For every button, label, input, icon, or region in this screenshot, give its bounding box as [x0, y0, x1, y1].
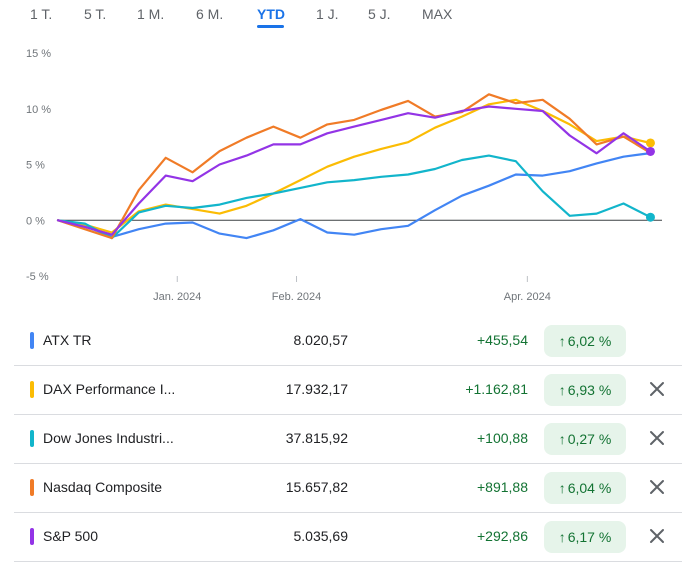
series-line: [56, 105, 652, 236]
table-row-dow-jones[interactable]: Dow Jones Industri... 37.815,92 +100,88 …: [14, 414, 682, 464]
instrument-change: +100,88: [477, 430, 528, 446]
percent-change-badge: ↑ 6,17 %: [544, 521, 626, 553]
x-tick-label: Apr. 2024: [504, 291, 551, 303]
x-tick-label: Feb. 2024: [272, 291, 322, 303]
y-tick-label: -5 %: [26, 271, 49, 283]
percent-change-value: 6,17 %: [567, 529, 612, 545]
close-icon[interactable]: [648, 527, 666, 545]
instrument-change: +891,88: [477, 479, 528, 495]
percent-change-badge: ↑ 6,04 %: [544, 472, 626, 504]
tab-1-year[interactable]: 1 J.: [316, 6, 339, 22]
series-end-marker: [645, 212, 655, 222]
y-tick-label: 5 %: [26, 160, 45, 172]
table-row-dax[interactable]: DAX Performance I... 17.932,17 +1.162,81…: [14, 365, 682, 415]
arrow-up-icon: ↑: [558, 480, 566, 496]
arrow-up-icon: ↑: [558, 382, 566, 398]
arrow-up-icon: ↑: [558, 431, 566, 447]
series-color-swatch: [30, 528, 34, 545]
instrument-price: 5.035,69: [293, 528, 349, 544]
table-row-sp500[interactable]: S&P 500 5.035,69 +292,86 ↑ 6,17 %: [14, 512, 682, 562]
instrument-name: ATX TR: [43, 332, 92, 348]
arrow-up-icon: ↑: [558, 333, 566, 349]
instrument-price: 37.815,92: [285, 430, 348, 446]
close-icon[interactable]: [648, 429, 666, 447]
percent-change-badge: ↑ 6,02 %: [544, 325, 626, 357]
close-icon[interactable]: [648, 380, 666, 398]
close-icon[interactable]: [648, 478, 666, 496]
tab-6-months[interactable]: 6 M.: [196, 6, 224, 22]
instrument-name: Dow Jones Industri...: [43, 430, 174, 446]
instrument-price: 15.657,82: [285, 479, 348, 495]
series-color-swatch: [30, 479, 34, 496]
table-row-atx-tr[interactable]: ATX TR 8.020,57 +455,54 ↑ 6,02 %: [14, 316, 682, 366]
series-end-marker: [645, 146, 655, 156]
y-tick-label: 15 %: [26, 48, 51, 60]
instrument-price: 8.020,57: [293, 332, 349, 348]
tab-1-day[interactable]: 1 T.: [30, 6, 53, 22]
series-color-swatch: [30, 332, 34, 349]
comparison-line-chart: 15 % 10 % 5 % 0 % -5 % Jan. 2024 Feb. 2024 Apr.…: [26, 48, 662, 303]
time-range-tabs: 1 T. 5 T. 1 M. 6 M. YTD 1 J. 5 J. MAX: [0, 0, 692, 36]
arrow-up-icon: ↑: [558, 529, 566, 545]
active-tab-indicator: [257, 25, 284, 28]
tab-max[interactable]: MAX: [422, 6, 453, 22]
tab-1-month[interactable]: 1 M.: [137, 6, 165, 22]
instrument-change: +455,54: [477, 332, 528, 348]
instrument-change: +292,86: [477, 528, 528, 544]
percent-change-value: 6,04 %: [567, 480, 612, 496]
table-row-nasdaq[interactable]: Nasdaq Composite 15.657,82 +891,88 ↑ 6,04…: [14, 463, 682, 513]
percent-change-badge: ↑ 0,27 %: [544, 423, 626, 455]
y-tick-label: 10 %: [26, 104, 51, 116]
tab-5-days[interactable]: 5 T.: [84, 6, 107, 22]
percent-change-badge: ↑ 6,93 %: [544, 374, 626, 406]
y-tick-label: 0 %: [26, 215, 45, 227]
series-color-swatch: [30, 381, 34, 398]
percent-change-value: 6,93 %: [567, 382, 612, 398]
series-color-swatch: [30, 430, 34, 447]
percent-change-value: 0,27 %: [567, 431, 612, 447]
x-tick-label: Jan. 2024: [153, 291, 201, 303]
percent-change-value: 6,02 %: [567, 333, 612, 349]
instrument-name: DAX Performance I...: [43, 381, 176, 397]
instrument-price: 17.932,17: [285, 381, 348, 397]
tab-5-years[interactable]: 5 J.: [368, 6, 391, 22]
series-line: [56, 98, 652, 234]
tab-ytd[interactable]: YTD: [257, 6, 285, 22]
instrument-name: Nasdaq Composite: [43, 479, 163, 495]
series-end-marker: [645, 138, 655, 148]
instrument-change: +1.162,81: [465, 381, 528, 397]
instrument-name: S&P 500: [43, 528, 99, 544]
series-line: [56, 152, 652, 240]
series-line: [56, 154, 652, 240]
series-line: [56, 93, 652, 240]
